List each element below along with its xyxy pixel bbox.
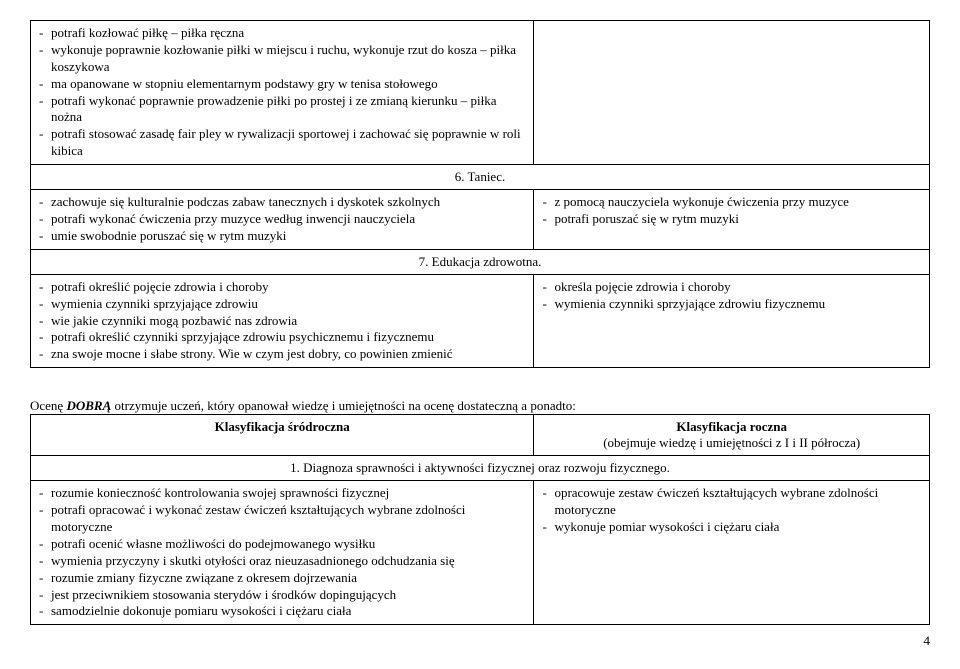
table-row: 7. Edukacja zdrowotna. bbox=[31, 249, 930, 274]
table-row: potrafi określić pojęcie zdrowia i choro… bbox=[31, 274, 930, 367]
list-item: potrafi opracować i wykonać zestaw ćwicz… bbox=[37, 502, 527, 536]
cell-top-right bbox=[534, 21, 930, 165]
section-header-1: 1. Diagnoza sprawności i aktywności fizy… bbox=[31, 456, 930, 481]
header-right-sub: (obejmuje wiedzę i umiejętności z I i II… bbox=[603, 435, 860, 450]
list-item: umie swobodnie poruszać się w rytm muzyk… bbox=[37, 228, 527, 245]
table-row: zachowuje się kulturalnie podczas zabaw … bbox=[31, 190, 930, 250]
cell-6-right: z pomocą nauczyciela wykonuje ćwiczenia … bbox=[534, 190, 930, 250]
bullet-list: określa pojęcie zdrowia i choroby wymien… bbox=[540, 279, 923, 313]
table-row: rozumie konieczność kontrolowania swojej… bbox=[31, 481, 930, 625]
list-item: potrafi poruszać się w rytm muzyki bbox=[540, 211, 923, 228]
list-item: potrafi wykonać ćwiczenia przy muzyce we… bbox=[37, 211, 527, 228]
cell-6-left: zachowuje się kulturalnie podczas zabaw … bbox=[31, 190, 534, 250]
bullet-list: potrafi kozłować piłkę – piłka ręczna wy… bbox=[37, 25, 527, 160]
intro-grade: DOBRĄ bbox=[66, 398, 111, 413]
list-item: potrafi ocenić własne możliwości do pode… bbox=[37, 536, 527, 553]
bullet-list: z pomocą nauczyciela wykonuje ćwiczenia … bbox=[540, 194, 923, 228]
cell-top-left: potrafi kozłować piłkę – piłka ręczna wy… bbox=[31, 21, 534, 165]
list-item: wykonuje pomiar wysokości i ciężaru ciał… bbox=[540, 519, 923, 536]
list-item: potrafi określić pojęcie zdrowia i choro… bbox=[37, 279, 527, 296]
bottom-table: Klasyfikacja śródroczna Klasyfikacja roc… bbox=[30, 414, 930, 625]
list-item: wymienia czynniki sprzyjające zdrowiu bbox=[37, 296, 527, 313]
list-item: wykonuje poprawnie kozłowanie piłki w mi… bbox=[37, 42, 527, 76]
bullet-list: potrafi określić pojęcie zdrowia i choro… bbox=[37, 279, 527, 363]
bullet-list: rozumie konieczność kontrolowania swojej… bbox=[37, 485, 527, 620]
intro-prefix: Ocenę bbox=[30, 398, 66, 413]
list-item: zna swoje mocne i słabe strony. Wie w cz… bbox=[37, 346, 527, 363]
cell-1-left: rozumie konieczność kontrolowania swojej… bbox=[31, 481, 534, 625]
intro-paragraph: Ocenę DOBRĄ otrzymuje uczeń, który opano… bbox=[30, 398, 930, 414]
list-item: ma opanowane w stopniu elementarnym pods… bbox=[37, 76, 527, 93]
header-right: Klasyfikacja roczna (obejmuje wiedzę i u… bbox=[534, 415, 930, 456]
header-right-title: Klasyfikacja roczna bbox=[676, 419, 787, 434]
list-item: wymienia przyczyny i skutki otyłości ora… bbox=[37, 553, 527, 570]
list-item: wymienia czynniki sprzyjające zdrowiu fi… bbox=[540, 296, 923, 313]
section-header-7: 7. Edukacja zdrowotna. bbox=[31, 249, 930, 274]
cell-7-right: określa pojęcie zdrowia i choroby wymien… bbox=[534, 274, 930, 367]
table-row: 1. Diagnoza sprawności i aktywności fizy… bbox=[31, 456, 930, 481]
list-item: rozumie zmiany fizyczne związane z okres… bbox=[37, 570, 527, 587]
list-item: potrafi kozłować piłkę – piłka ręczna bbox=[37, 25, 527, 42]
header-left: Klasyfikacja śródroczna bbox=[31, 415, 534, 456]
list-item: rozumie konieczność kontrolowania swojej… bbox=[37, 485, 527, 502]
list-item: wie jakie czynniki mogą pozbawić nas zdr… bbox=[37, 313, 527, 330]
list-item: potrafi określić czynniki sprzyjające zd… bbox=[37, 329, 527, 346]
list-item: opracowuje zestaw ćwiczeń kształtujących… bbox=[540, 485, 923, 519]
table-row: Klasyfikacja śródroczna Klasyfikacja roc… bbox=[31, 415, 930, 456]
page-number: 4 bbox=[30, 625, 930, 649]
top-table: potrafi kozłować piłkę – piłka ręczna wy… bbox=[30, 20, 930, 368]
list-item: samodzielnie dokonuje pomiaru wysokości … bbox=[37, 603, 527, 620]
list-item: potrafi stosować zasadę fair pley w rywa… bbox=[37, 126, 527, 160]
table-row: 6. Taniec. bbox=[31, 165, 930, 190]
list-item: zachowuje się kulturalnie podczas zabaw … bbox=[37, 194, 527, 211]
bullet-list: zachowuje się kulturalnie podczas zabaw … bbox=[37, 194, 527, 245]
section-header-6: 6. Taniec. bbox=[31, 165, 930, 190]
list-item: określa pojęcie zdrowia i choroby bbox=[540, 279, 923, 296]
cell-7-left: potrafi określić pojęcie zdrowia i choro… bbox=[31, 274, 534, 367]
cell-1-right: opracowuje zestaw ćwiczeń kształtujących… bbox=[534, 481, 930, 625]
list-item: jest przeciwnikiem stosowania sterydów i… bbox=[37, 587, 527, 604]
bullet-list: opracowuje zestaw ćwiczeń kształtujących… bbox=[540, 485, 923, 536]
table-row: potrafi kozłować piłkę – piłka ręczna wy… bbox=[31, 21, 930, 165]
list-item: potrafi wykonać poprawnie prowadzenie pi… bbox=[37, 93, 527, 127]
list-item: z pomocą nauczyciela wykonuje ćwiczenia … bbox=[540, 194, 923, 211]
intro-suffix: otrzymuje uczeń, który opanował wiedzę i… bbox=[111, 398, 576, 413]
